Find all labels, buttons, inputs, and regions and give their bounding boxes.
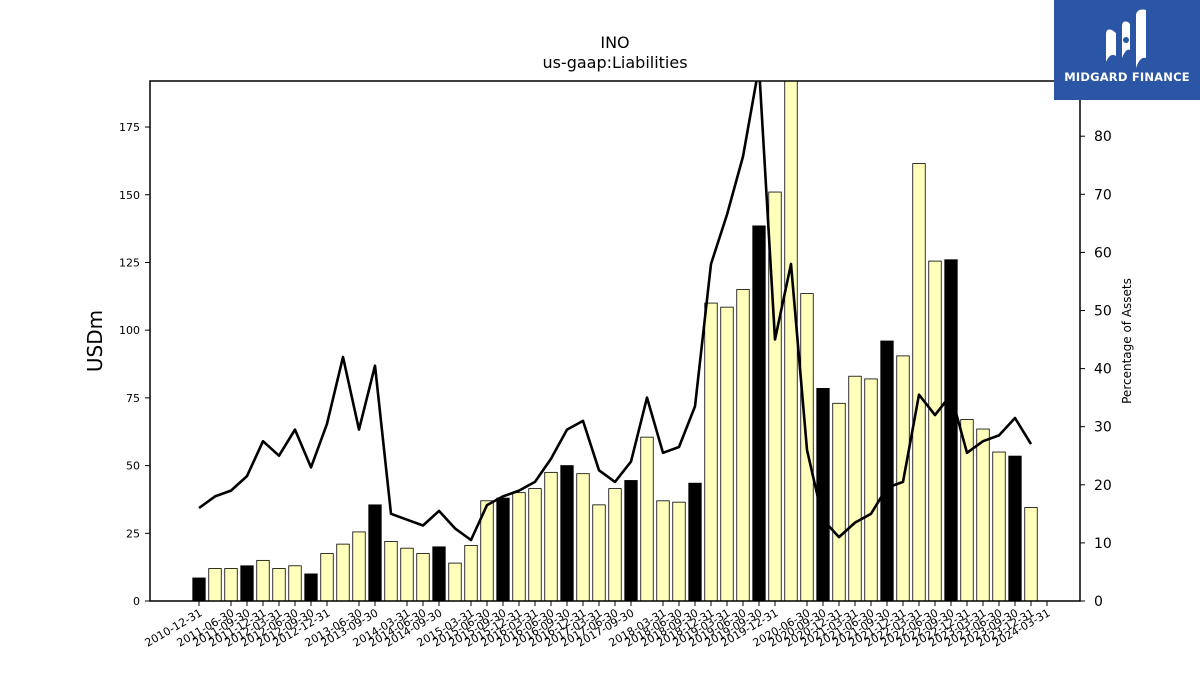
midgard-finance-logo-icon <box>1106 9 1146 68</box>
y-tick-label: 125 <box>119 256 140 269</box>
y-right-tick-label: 20 <box>1094 478 1112 494</box>
bar-2023-12-31 <box>1024 507 1038 602</box>
y-tick-label: 75 <box>126 392 140 405</box>
y-tick-label: 50 <box>126 460 140 473</box>
bar-2022-09-30 <box>944 259 958 602</box>
y-right-tick-label: 30 <box>1094 420 1112 436</box>
bar-2013-12-31 <box>384 541 398 602</box>
y-tick-label: 100 <box>119 324 140 337</box>
bar-2019-09-30 <box>752 225 766 602</box>
bar-2015-09-30 <box>496 497 510 602</box>
bar-2014-06-30 <box>416 553 430 602</box>
bar-2012-12-31 <box>320 553 334 602</box>
bar-2015-03-31 <box>464 545 478 602</box>
y-axis-label: USDm <box>83 310 107 372</box>
chart-subtitle: us-gaap:Liabilities <box>542 53 687 72</box>
bar-2018-12-31 <box>704 302 718 602</box>
bar-2018-03-31 <box>656 500 670 602</box>
y-right-tick-label: 80 <box>1094 129 1112 145</box>
bar-2017-06-30 <box>608 488 622 602</box>
bar-2020-09-30 <box>816 387 830 602</box>
bar-2020-12-31 <box>832 402 846 602</box>
y-tick-label: 25 <box>126 527 140 540</box>
y-axis-right-label: Percentage of Assets <box>1120 278 1134 404</box>
brand-name: MIDGARD FINANCE <box>1064 70 1190 84</box>
bar-2016-03-31 <box>528 488 542 602</box>
bar-2014-12-31 <box>448 562 462 602</box>
y-right-tick-label: 10 <box>1094 536 1112 552</box>
bar-2014-03-31 <box>400 547 414 602</box>
line-group <box>198 81 1033 542</box>
bar-2013-03-31 <box>336 543 350 602</box>
bar-2011-03-31 <box>208 568 222 602</box>
bar-2023-09-30 <box>1008 455 1022 602</box>
y-right-tick-label: 0 <box>1094 594 1103 610</box>
y-right-tick-label: 60 <box>1094 245 1112 261</box>
bar-2016-12-31 <box>576 473 590 602</box>
bars-group <box>192 80 1038 602</box>
bar-2017-09-30 <box>624 480 638 602</box>
bar-2020-03-31 <box>784 80 798 602</box>
bar-2021-03-31 <box>848 375 862 602</box>
bar-2022-03-31 <box>912 163 926 602</box>
bar-2019-03-31 <box>720 306 734 602</box>
bar-2012-03-31 <box>272 568 286 602</box>
bar-2011-09-30 <box>240 565 254 602</box>
bar-2023-06-30 <box>992 451 1006 602</box>
bar-2017-03-31 <box>592 504 606 602</box>
bar-2015-12-31 <box>512 492 526 602</box>
y-tick-label: 175 <box>119 121 140 134</box>
bar-2011-12-31 <box>256 559 270 602</box>
bar-2013-09-30 <box>368 504 382 602</box>
bar-2013-06-30 <box>352 531 366 602</box>
bar-2022-06-30 <box>928 260 942 602</box>
y-right-tick-label: 50 <box>1094 303 1112 319</box>
bar-2021-06-30 <box>864 378 878 602</box>
bar-2023-03-31 <box>976 428 990 602</box>
bar-2012-09-30 <box>304 573 318 602</box>
bar-2014-09-30 <box>432 546 446 602</box>
bar-2018-06-30 <box>672 501 686 602</box>
y-right-tick-label: 40 <box>1094 362 1112 378</box>
bar-2017-12-31 <box>640 436 654 602</box>
bar-2019-06-30 <box>736 289 750 602</box>
bar-2018-09-30 <box>688 482 702 602</box>
bar-2021-09-30 <box>880 340 894 602</box>
bar-2012-06-30 <box>288 565 302 602</box>
y-right-tick-label: 70 <box>1094 187 1112 203</box>
bar-2010-12-31 <box>192 577 206 602</box>
bar-2022-12-31 <box>960 419 974 602</box>
brand-logo: MIDGARD FINANCE <box>1054 0 1200 100</box>
y-tick-label: 150 <box>119 189 140 202</box>
bar-2016-06-30 <box>544 471 558 602</box>
bar-2016-09-30 <box>560 465 574 602</box>
chart-title: INO <box>600 33 629 52</box>
percentage-of-assets-line <box>198 81 1033 542</box>
bar-2011-06-30 <box>224 568 238 602</box>
y-tick-label: 0 <box>133 595 140 608</box>
